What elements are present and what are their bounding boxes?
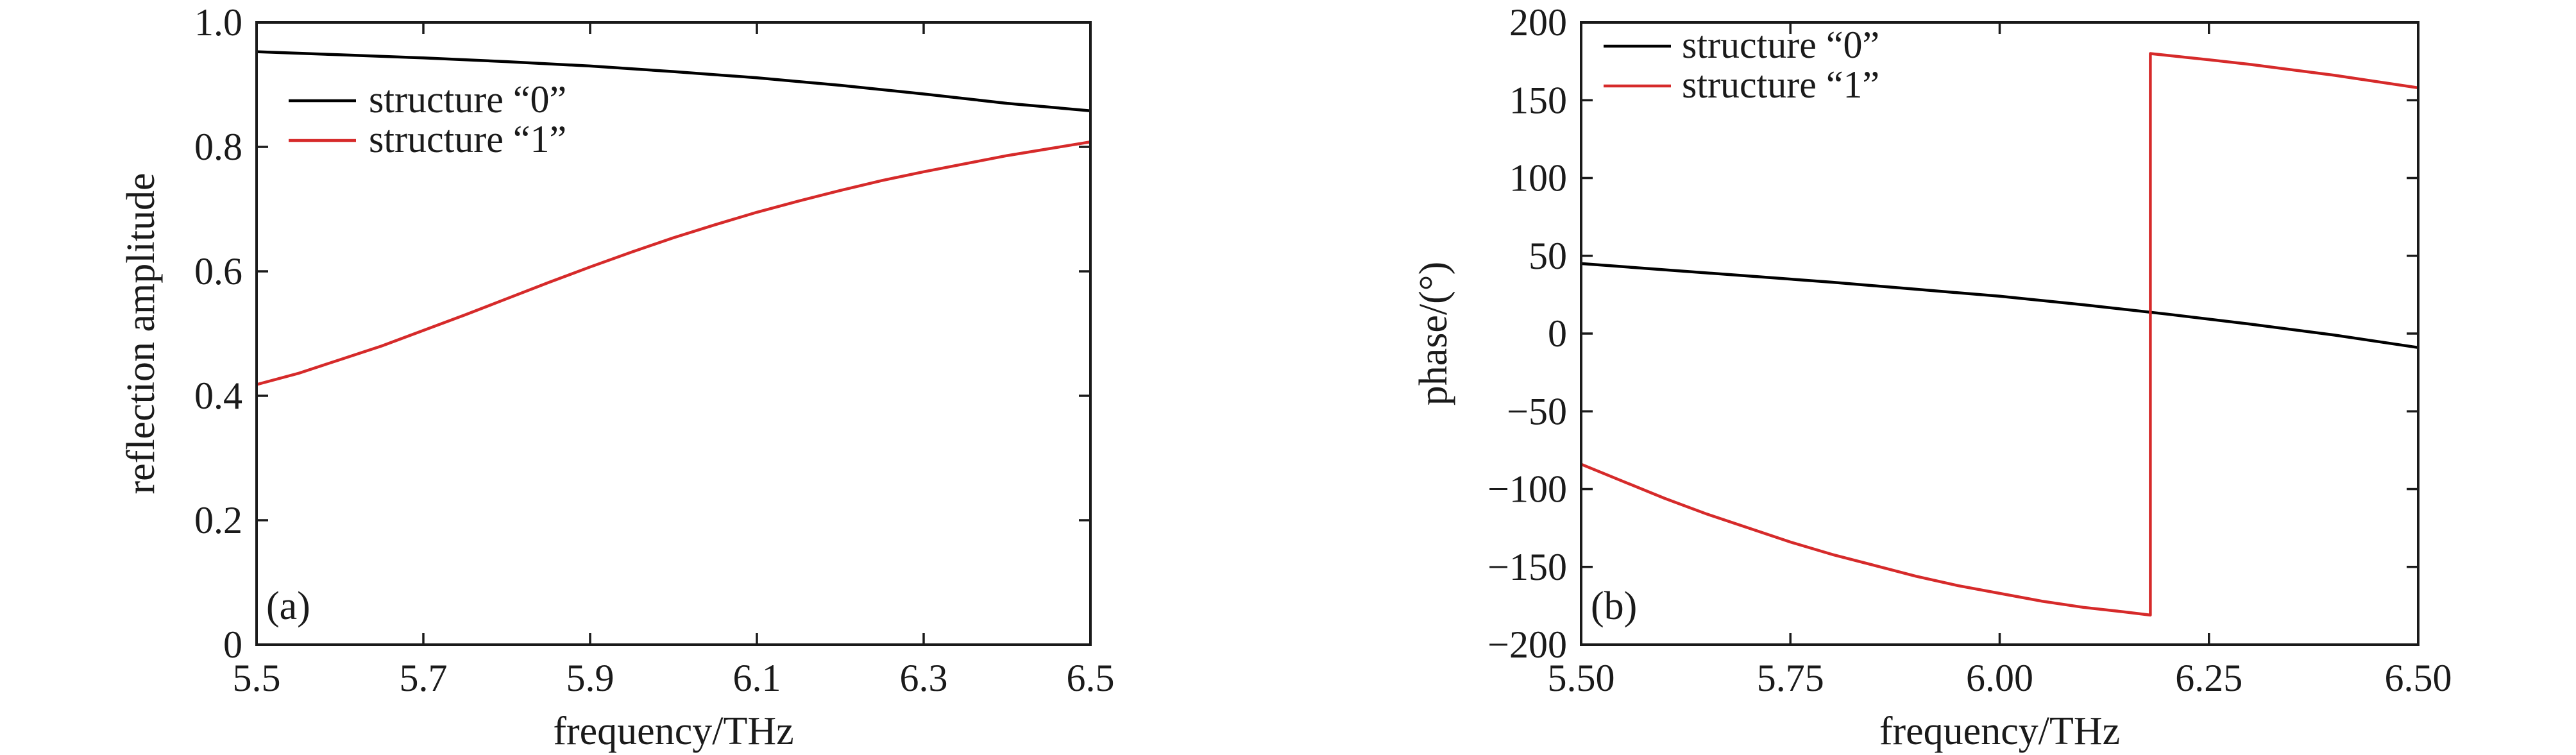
y-tick-label: 0.6 [194, 250, 242, 293]
x-tick-label: 5.5 [233, 657, 281, 699]
y-tick-label: 1.0 [194, 1, 242, 44]
x-tick-label: 6.1 [733, 657, 781, 699]
series-line-structure-1 [256, 140, 1091, 386]
y-tick-label: −100 [1487, 468, 1567, 511]
plot-frame [1580, 21, 2419, 646]
x-tick-label: 5.75 [1757, 657, 1824, 699]
chart-panel-b: 5.50 5.75 6.00 6.25 6.50 −200 −150 −100 −50 0 50 10… [1412, 1, 2452, 753]
y-tick-label: 0 [223, 624, 242, 666]
y-tick-label: 0.2 [194, 499, 242, 541]
y-tick-label: −50 [1507, 390, 1567, 432]
x-tick-label: 5.50 [1548, 657, 1615, 699]
panel-label: (b) [1591, 584, 1637, 628]
y-tick-label: −200 [1487, 624, 1567, 666]
y-tick-label: 150 [1509, 79, 1567, 121]
y-tick-label: −150 [1487, 546, 1567, 588]
x-tick-label: 6.5 [1067, 657, 1115, 699]
x-axis-label: frequency/THz [1879, 709, 2120, 753]
legend-label: structure “0” [1682, 24, 1879, 66]
legend: structure “0”structure “1” [289, 78, 566, 160]
y-tick-label: 100 [1509, 157, 1567, 199]
y-tick-label: 0.8 [194, 126, 242, 168]
plot-frame [255, 21, 1092, 646]
y-tick-label: 0.4 [194, 375, 242, 417]
x-tick-label: 6.00 [1966, 657, 2033, 699]
legend: structure “0”structure “1” [1604, 24, 1879, 106]
chart-panel-a: 5.5 5.7 5.9 6.1 6.3 6.5 0 0.2 0.4 0.6 0.8 1.0 freque… [119, 1, 1115, 753]
y-axis-label: reflection amplitude [119, 173, 163, 495]
y-tick-label: 50 [1529, 235, 1567, 277]
x-tick-label: 5.9 [566, 657, 614, 699]
y-tick-label: 200 [1509, 1, 1567, 44]
panel-label: (a) [266, 584, 310, 628]
legend-label: structure “1” [1682, 64, 1879, 106]
x-tick-label: 6.25 [2175, 657, 2242, 699]
x-tick-label: 5.7 [400, 657, 448, 699]
x-tick-label: 6.3 [900, 657, 948, 699]
legend-label: structure “0” [369, 78, 566, 121]
x-axis-label: frequency/THz [553, 709, 793, 753]
series-line-structure-0 [256, 50, 1091, 112]
legend-label: structure “1” [369, 118, 566, 160]
y-axis-label: phase/(°) [1412, 262, 1455, 405]
x-tick-label: 6.50 [2385, 657, 2452, 699]
series-line-structure-0 [1580, 262, 2419, 350]
series-line-structure-1 [1580, 52, 2419, 617]
y-tick-label: 0 [1548, 312, 1567, 355]
